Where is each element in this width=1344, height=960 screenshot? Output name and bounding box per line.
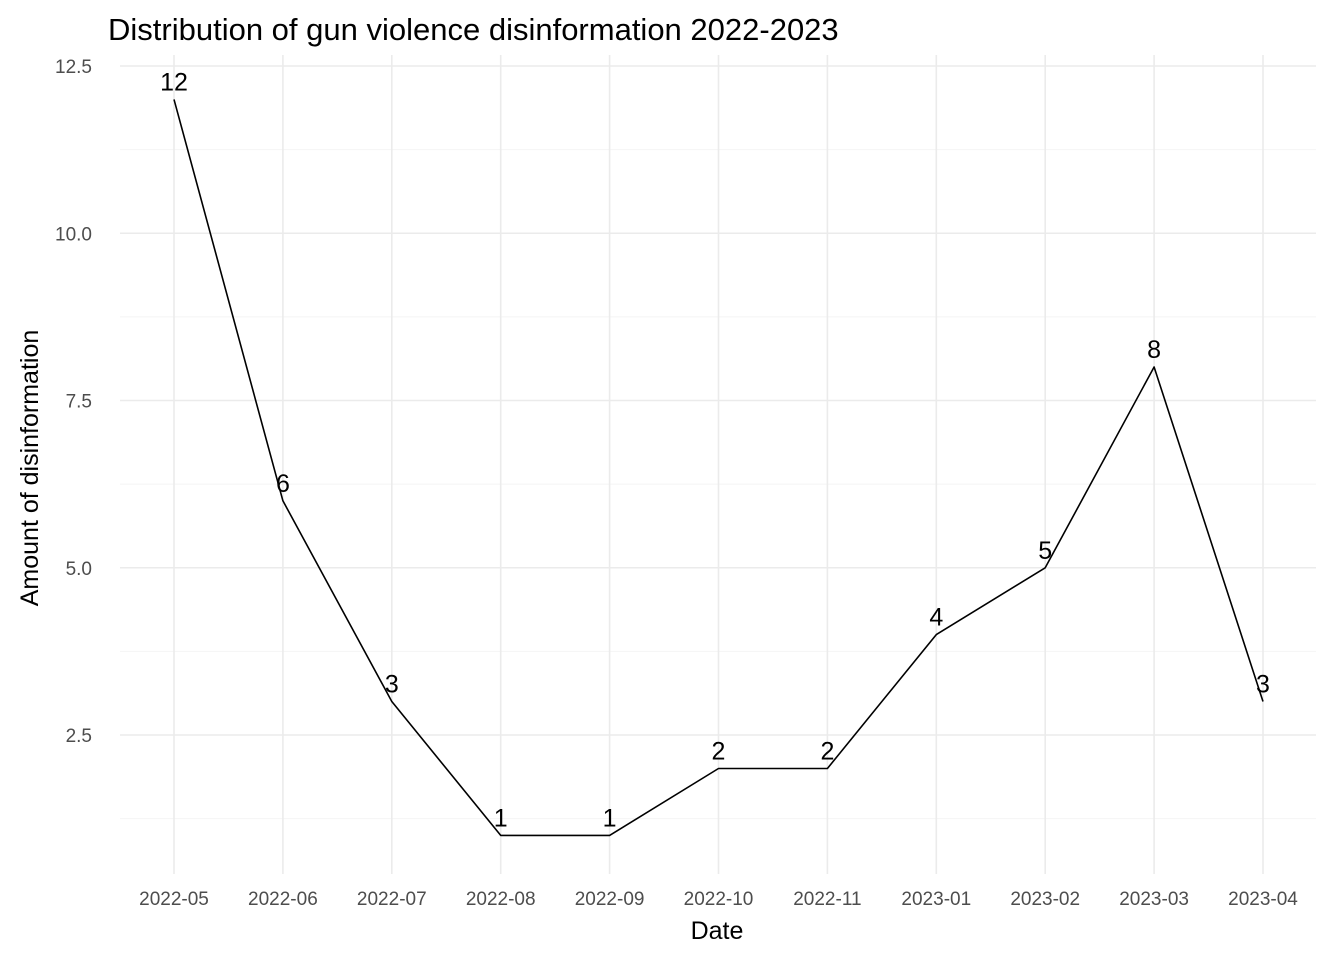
chart-title: Distribution of gun violence disinformat… bbox=[108, 12, 839, 47]
x-tick-label: 2023-01 bbox=[901, 889, 971, 910]
x-tick-label: 2022-05 bbox=[139, 889, 209, 910]
x-tick-label: 2022-08 bbox=[466, 889, 536, 910]
data-label: 1 bbox=[494, 804, 508, 832]
data-label: 2 bbox=[820, 737, 834, 765]
data-label: 5 bbox=[1038, 537, 1052, 565]
data-label: 3 bbox=[1256, 671, 1270, 699]
y-tick-label: 5.0 bbox=[66, 559, 92, 580]
grid-layer bbox=[120, 55, 1316, 874]
data-label: 2 bbox=[712, 737, 726, 765]
data-label: 8 bbox=[1147, 336, 1161, 364]
data-label: 4 bbox=[929, 604, 943, 632]
y-tick-label: 12.5 bbox=[55, 57, 92, 78]
x-axis-title: Date bbox=[691, 917, 744, 945]
y-tick-label: 7.5 bbox=[66, 392, 92, 413]
x-tick-label: 2022-06 bbox=[248, 889, 318, 910]
x-tick-label: 2022-09 bbox=[575, 889, 645, 910]
x-tick-label: 2022-11 bbox=[793, 889, 861, 910]
y-tick-label: 2.5 bbox=[66, 726, 92, 747]
y-axis-ticks: 2.5 5.0 7.5 10.0 12.5 bbox=[55, 57, 92, 747]
data-label: 12 bbox=[160, 68, 188, 96]
x-tick-label: 2022-10 bbox=[684, 889, 754, 910]
data-label: 6 bbox=[276, 470, 290, 498]
x-tick-label: 2022-07 bbox=[357, 889, 427, 910]
data-label: 1 bbox=[603, 804, 617, 832]
series-line bbox=[173, 99, 1264, 837]
x-tick-label: 2023-03 bbox=[1119, 889, 1189, 910]
x-tick-label: 2023-04 bbox=[1228, 889, 1298, 910]
x-tick-label: 2023-02 bbox=[1010, 889, 1080, 910]
y-axis-title: Amount of disinformation bbox=[16, 330, 44, 607]
y-tick-label: 10.0 bbox=[55, 224, 92, 245]
data-label: 3 bbox=[385, 671, 399, 699]
x-axis-ticks: 2022-05 2022-06 2022-07 2022-08 2022-09 2022-… bbox=[139, 889, 1298, 910]
